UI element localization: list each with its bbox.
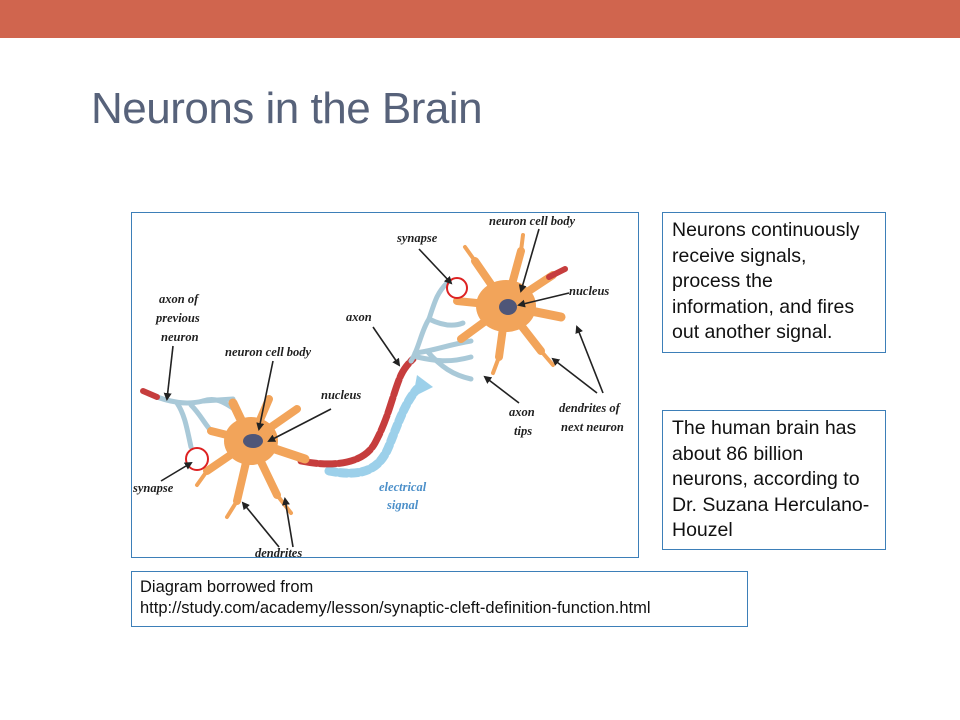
previous-axon-end [140, 388, 160, 400]
previous-axon-terminals [146, 391, 240, 450]
right-axon-start [546, 266, 568, 280]
label-dendrites-of-next-neuron-1: dendrites of [559, 401, 622, 415]
callout-text-brain-count: The human brain has about 86 billion neu… [672, 417, 870, 541]
callout-box-neurons: Neurons continuously receive signals, pr… [662, 212, 886, 353]
top-accent-bar [0, 0, 960, 38]
electrical-signal-arrow [324, 375, 433, 478]
label-electrical-signal-2: signal [386, 498, 419, 512]
label-nucleus-right: nucleus [569, 284, 609, 298]
label-neuron-cell-body-right: neuron cell body [489, 214, 576, 228]
label-neuron-cell-body-left: neuron cell body [225, 345, 312, 359]
label-axon-of-previous-neuron-2: previous [155, 311, 200, 325]
label-axon-of-previous-neuron-3: neuron [161, 330, 199, 344]
neuron-diagram: axon of previous neuron neuron cell body… [131, 212, 639, 558]
axon-myelin [297, 355, 417, 468]
credit-url: http://study.com/academy/lesson/synaptic… [140, 599, 651, 617]
slide-title: Neurons in the Brain [91, 84, 483, 133]
label-axon-tips-1: axon [509, 405, 535, 419]
callout-box-brain-count: The human brain has about 86 billion neu… [662, 410, 886, 550]
label-dendrites-of-next-neuron-2: next neuron [561, 420, 624, 434]
credit-box: Diagram borrowed from http://study.com/a… [131, 571, 748, 627]
label-axon: axon [346, 310, 372, 324]
left-synapse-circle [185, 447, 209, 471]
right-nucleus [499, 299, 517, 315]
left-nucleus [243, 434, 263, 448]
callout-text-neurons: Neurons continuously receive signals, pr… [672, 219, 860, 343]
label-synapse-left: synapse [132, 481, 174, 495]
label-electrical-signal-1: electrical [379, 480, 427, 494]
leader-lines [160, 228, 604, 548]
label-nucleus-left: nucleus [321, 388, 361, 402]
label-axon-tips-2: tips [514, 424, 532, 438]
label-dendrites: dendrites [255, 546, 302, 557]
label-synapse-top: synapse [396, 231, 438, 245]
top-synapse-circle [446, 277, 468, 299]
credit-line-1: Diagram borrowed from [140, 578, 314, 596]
axon-terminal-branches [408, 280, 474, 382]
label-axon-of-previous-neuron-1: axon of [159, 292, 200, 306]
